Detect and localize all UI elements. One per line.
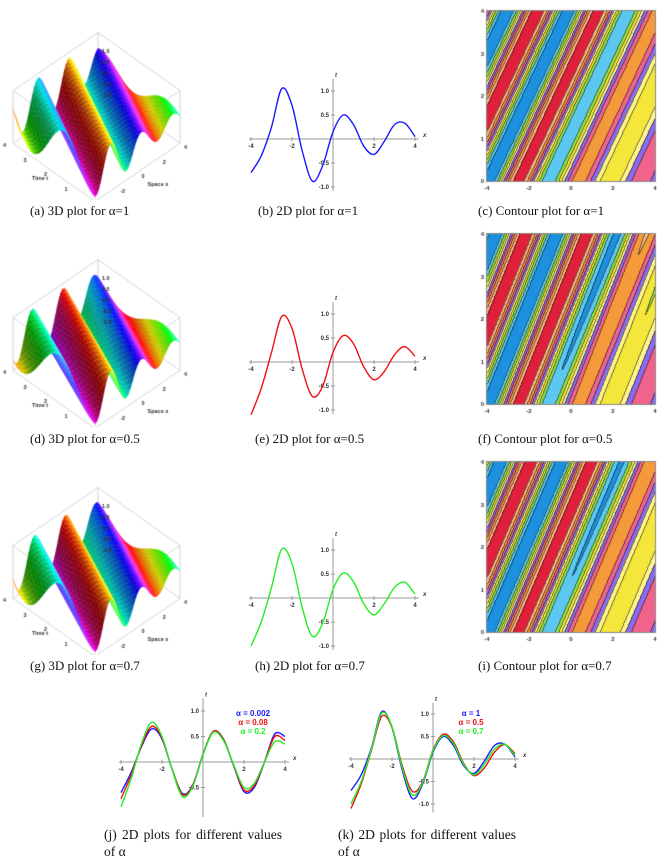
x-tick-label: 4 [513,764,517,770]
x-tick-label: -4 [248,603,254,609]
x-tick-label: 4 [413,603,417,609]
y-tick-label: 0.5 [321,113,330,119]
y-tick-label: 1.0 [321,89,330,95]
y-tick-label: 1.0 [321,312,330,318]
caption-c: (c) Contour plot for α=1 [478,203,605,218]
y-tick-label: -1.0 [419,802,430,808]
y-axis-label: t [335,532,338,538]
y-tick-label: 1.0 [421,712,430,718]
legend-entry: α = 1 [462,709,481,718]
caption-i: (i) Contour plot for α=0.7 [478,658,612,673]
x-axis-label: x [292,756,297,762]
series-line [350,711,516,805]
x-tick-label: 4 [413,367,417,373]
x-tick-label: -2 [289,144,295,150]
y-tick-label: -0.5 [319,620,330,626]
caption-d: (d) 3D plot for α=0.5 [30,431,140,446]
x-tick-label: 4 [283,767,287,773]
y-axis-label: t [335,296,338,302]
caption-g: (g) 3D plot for α=0.7 [30,658,140,673]
x-tick-label: 2 [472,764,476,770]
contour-plot-i [470,456,668,651]
y-tick-label: -0.5 [189,786,200,792]
x-axis-label: x [422,133,427,139]
y-tick-label: 0.5 [321,572,330,578]
contour-plot-c [470,5,668,200]
y-axis-label: t [335,73,338,79]
x-tick-label: -2 [289,367,295,373]
caption-a: (a) 3D plot for α=1 [30,203,130,218]
caption-j: (j) 2D plots for different values of α [104,827,282,859]
x-tick-label: 2 [372,367,376,373]
line-plot-h: -4 -2 2 4 1.0 0.5 -0.5 -1.0 x t [248,532,427,650]
caption-b: (b) 2D plot for α=1 [258,203,359,218]
y-tick-label: -1.0 [319,644,330,650]
caption-h: (h) 2D plot for α=0.7 [255,658,365,673]
surface-plot-a [0,25,215,200]
y-tick-label: 1.0 [321,548,330,554]
line-plot-k: -4 -2 2 4 1.0 0.5 -0.5 -1.0 x t α = 1α = 0.5α = 0.… [348,697,527,813]
contour-plot-f [470,228,668,423]
x-tick-label: -2 [289,603,295,609]
x-axis-label: x [422,356,427,362]
x-tick-label: -2 [159,767,165,773]
legend-entry: α = 0.2 [240,727,266,736]
line-plot-e: -4 -2 2 4 1.0 0.5 -0.5 -1.0 x t [248,296,427,416]
caption-e: (e) 2D plot for α=0.5 [255,431,365,446]
y-tick-label: -1.0 [319,185,330,191]
series-line [250,314,416,416]
x-tick-label: 2 [372,144,376,150]
legend-entry: α = 0.002 [236,709,271,718]
y-tick-label: 1.0 [191,709,200,715]
surface-plot-d [0,252,215,427]
y-tick-label: -0.5 [319,161,330,167]
x-tick-label: -4 [348,764,354,770]
y-tick-label: 0.5 [191,735,200,741]
x-tick-label: -4 [118,767,124,773]
surface-plot-g [0,480,215,655]
legend-entry: α = 0.7 [458,727,484,736]
legend-entry: α = 0.5 [458,718,484,727]
x-tick-label: 4 [413,144,417,150]
caption-f: (f) Contour plot for α=0.5 [478,431,613,446]
y-tick-label: -0.5 [419,780,430,786]
x-tick-label: -2 [389,764,395,770]
x-tick-label: 2 [372,603,376,609]
caption-k: (k) 2D plots for different values of α [338,827,516,859]
x-axis-label: x [522,753,527,759]
series-line [120,721,286,808]
x-axis-label: x [422,592,427,598]
series-line [250,87,416,183]
legend-entry: α = 0.08 [238,718,268,727]
y-tick-label: 0.5 [421,735,430,741]
x-tick-label: -4 [248,367,254,373]
x-tick-label: 2 [242,767,246,773]
x-tick-label: -4 [248,144,254,150]
series-line [250,547,416,647]
y-axis-label: t [435,697,438,703]
y-tick-label: 0.5 [321,336,330,342]
line-plot-b: -4 -2 2 4 1.0 0.5 -0.5 -1.0 x t [248,73,427,191]
y-tick-label: -1.0 [319,408,330,414]
y-tick-label: -0.5 [319,384,330,390]
y-axis-label: t [205,692,208,698]
